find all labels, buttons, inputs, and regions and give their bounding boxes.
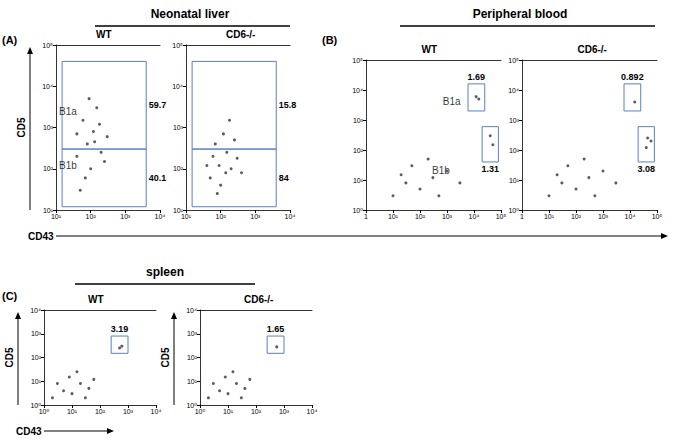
svg-text:CD5: CD5 xyxy=(4,347,15,367)
svg-text:10²: 10² xyxy=(187,354,198,361)
svg-text:10⁴: 10⁴ xyxy=(30,307,41,314)
svg-text:CD43: CD43 xyxy=(28,231,54,242)
svg-text:10²: 10² xyxy=(571,213,582,220)
svg-text:10⁰: 10⁰ xyxy=(508,207,519,214)
svg-text:10⁵: 10⁵ xyxy=(652,213,663,220)
svg-text:10⁵: 10⁵ xyxy=(496,213,507,220)
svg-text:10³: 10³ xyxy=(250,213,261,220)
svg-text:10¹: 10¹ xyxy=(388,213,399,220)
svg-text:10²: 10² xyxy=(173,165,184,172)
svg-text:10³: 10³ xyxy=(123,408,134,415)
svg-text:1: 1 xyxy=(520,213,524,220)
svg-text:WT: WT xyxy=(422,44,438,55)
svg-text:1.65: 1.65 xyxy=(267,324,285,334)
svg-text:10⁴: 10⁴ xyxy=(172,83,183,90)
svg-text:10²: 10² xyxy=(251,408,262,415)
svg-text:10³: 10³ xyxy=(598,213,609,220)
svg-text:10²: 10² xyxy=(95,408,106,415)
svg-text:B1b: B1b xyxy=(59,160,77,171)
svg-text:59.7: 59.7 xyxy=(149,100,167,110)
svg-text:10⁴: 10⁴ xyxy=(151,408,162,415)
svg-text:10⁵: 10⁵ xyxy=(508,57,519,64)
svg-text:10¹: 10¹ xyxy=(223,408,234,415)
svg-text:10⁰: 10⁰ xyxy=(352,207,363,214)
svg-text:10¹: 10¹ xyxy=(353,177,364,184)
svg-text:10⁴: 10⁴ xyxy=(307,408,318,415)
svg-text:10³: 10³ xyxy=(279,408,290,415)
svg-text:10⁰: 10⁰ xyxy=(30,401,41,409)
svg-text:10¹: 10¹ xyxy=(67,408,78,415)
svg-text:B1a: B1a xyxy=(443,96,461,107)
svg-text:10²: 10² xyxy=(216,213,227,220)
svg-text:WT: WT xyxy=(88,294,104,305)
svg-text:10⁴: 10⁴ xyxy=(508,87,519,94)
svg-text:CD6-/-: CD6-/- xyxy=(578,44,607,55)
svg-text:10⁰: 10⁰ xyxy=(39,408,50,415)
svg-text:(A): (A) xyxy=(2,34,18,46)
svg-text:Neonatal liver: Neonatal liver xyxy=(151,7,230,21)
svg-text:10¹: 10¹ xyxy=(181,213,192,220)
svg-text:10⁴: 10⁴ xyxy=(186,307,197,314)
svg-text:10³: 10³ xyxy=(442,213,453,220)
svg-text:10²: 10² xyxy=(31,354,42,361)
svg-text:10⁴: 10⁴ xyxy=(469,213,480,220)
svg-text:CD5: CD5 xyxy=(16,117,27,137)
svg-text:10¹: 10¹ xyxy=(172,206,183,214)
svg-text:1: 1 xyxy=(364,213,368,220)
svg-text:10⁴: 10⁴ xyxy=(625,213,636,220)
svg-text:10³: 10³ xyxy=(43,124,54,131)
svg-text:10²: 10² xyxy=(415,213,426,220)
svg-text:3.08: 3.08 xyxy=(637,164,655,174)
svg-text:10³: 10³ xyxy=(173,124,184,131)
svg-text:10²: 10² xyxy=(43,165,54,172)
svg-text:10³: 10³ xyxy=(353,117,364,124)
svg-text:40.1: 40.1 xyxy=(149,173,167,183)
svg-text:1.69: 1.69 xyxy=(468,72,486,82)
svg-text:(B): (B) xyxy=(322,34,338,46)
svg-text:CD6-/-: CD6-/- xyxy=(226,29,255,40)
svg-text:10⁰: 10⁰ xyxy=(186,401,197,409)
svg-text:10³: 10³ xyxy=(120,213,131,220)
svg-text:10⁴: 10⁴ xyxy=(352,87,363,94)
svg-text:10¹: 10¹ xyxy=(31,378,42,385)
svg-text:0.892: 0.892 xyxy=(621,72,644,82)
svg-text:10¹: 10¹ xyxy=(51,213,62,220)
svg-text:10¹: 10¹ xyxy=(187,378,198,385)
svg-text:10⁵: 10⁵ xyxy=(352,57,363,64)
svg-text:CD5: CD5 xyxy=(160,347,171,367)
svg-text:10⁰: 10⁰ xyxy=(195,408,206,415)
svg-text:B1a: B1a xyxy=(59,106,77,117)
svg-text:10¹: 10¹ xyxy=(42,206,53,214)
svg-text:3.19: 3.19 xyxy=(111,324,129,334)
svg-text:15.8: 15.8 xyxy=(279,100,297,110)
svg-text:10³: 10³ xyxy=(31,330,42,337)
svg-text:CD43: CD43 xyxy=(16,426,42,437)
svg-text:10⁴: 10⁴ xyxy=(155,213,166,220)
svg-text:CD6-/-: CD6-/- xyxy=(244,294,273,305)
svg-text:10⁴: 10⁴ xyxy=(285,213,296,220)
svg-text:spleen: spleen xyxy=(146,265,184,279)
svg-text:10²: 10² xyxy=(353,147,364,154)
svg-text:WT: WT xyxy=(96,29,112,40)
svg-text:10⁵: 10⁵ xyxy=(42,42,53,49)
svg-text:(C): (C) xyxy=(2,290,18,302)
svg-text:10²: 10² xyxy=(509,147,520,154)
svg-text:10⁴: 10⁴ xyxy=(42,83,53,90)
svg-text:10⁵: 10⁵ xyxy=(172,42,183,49)
svg-text:10³: 10³ xyxy=(187,330,198,337)
svg-text:10²: 10² xyxy=(86,213,97,220)
svg-text:Peripheral blood: Peripheral blood xyxy=(473,7,568,21)
svg-text:1.31: 1.31 xyxy=(481,164,499,174)
svg-text:10¹: 10¹ xyxy=(509,177,520,184)
svg-text:84: 84 xyxy=(279,173,289,183)
svg-text:10³: 10³ xyxy=(509,117,520,124)
svg-text:B1b: B1b xyxy=(432,165,450,176)
svg-text:10¹: 10¹ xyxy=(544,213,555,220)
